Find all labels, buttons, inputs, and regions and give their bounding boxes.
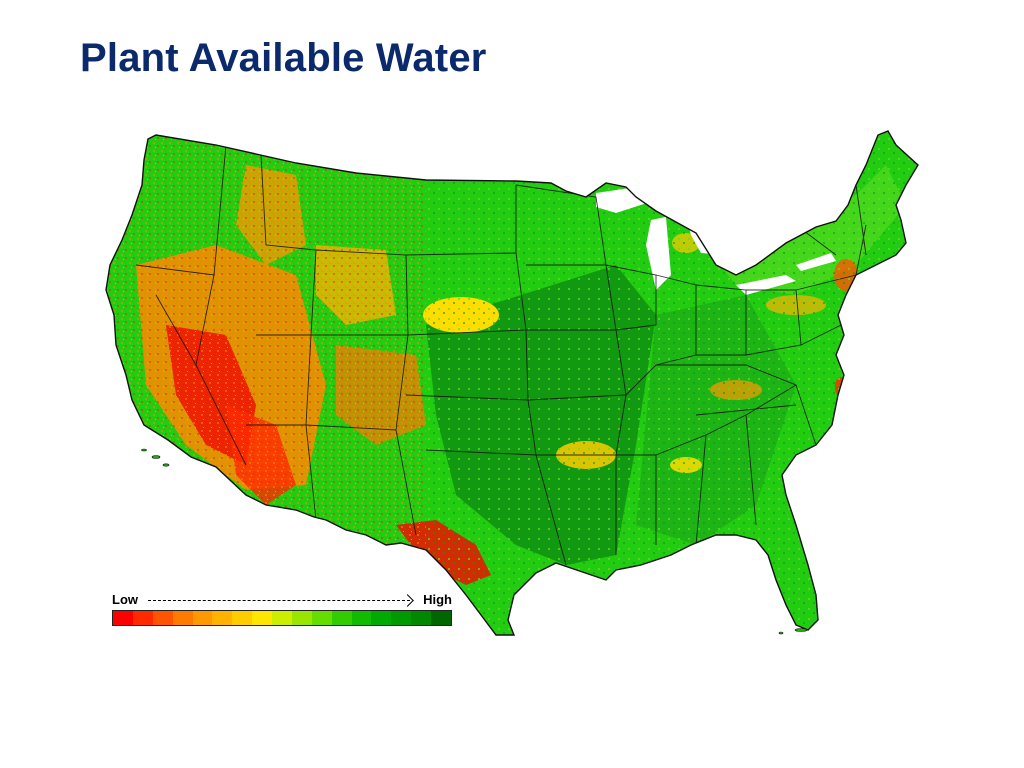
legend-swatch [272,611,292,625]
legend-swatch [291,611,312,625]
legend-swatch [411,611,431,625]
legend-swatch [431,611,451,625]
state-borders [135,144,867,566]
legend-swatch [331,611,352,625]
legend-swatch [192,611,213,625]
legend-low-label: Low [112,592,138,607]
legend-swatch [113,611,133,625]
legend-swatch [232,611,253,625]
plant-available-water-map [96,125,926,645]
us-map-svg [105,130,919,636]
legend-swatch [132,611,153,625]
legend-color-scale [112,610,452,626]
legend-swatch [311,611,332,625]
legend-labels: Low High [112,590,452,608]
florida-keys [778,628,808,635]
legend-swatch [351,611,372,625]
legend-swatch [152,611,173,625]
legend-arrow [148,600,410,601]
color-legend: Low High [112,590,452,630]
california-islands [141,448,170,467]
legend-swatch [252,611,272,625]
page-title: Plant Available Water [80,36,487,80]
legend-swatch [371,611,392,625]
legend-swatch [212,611,233,625]
legend-high-label: High [423,592,452,607]
legend-swatch [172,611,193,625]
legend-swatch [391,611,412,625]
